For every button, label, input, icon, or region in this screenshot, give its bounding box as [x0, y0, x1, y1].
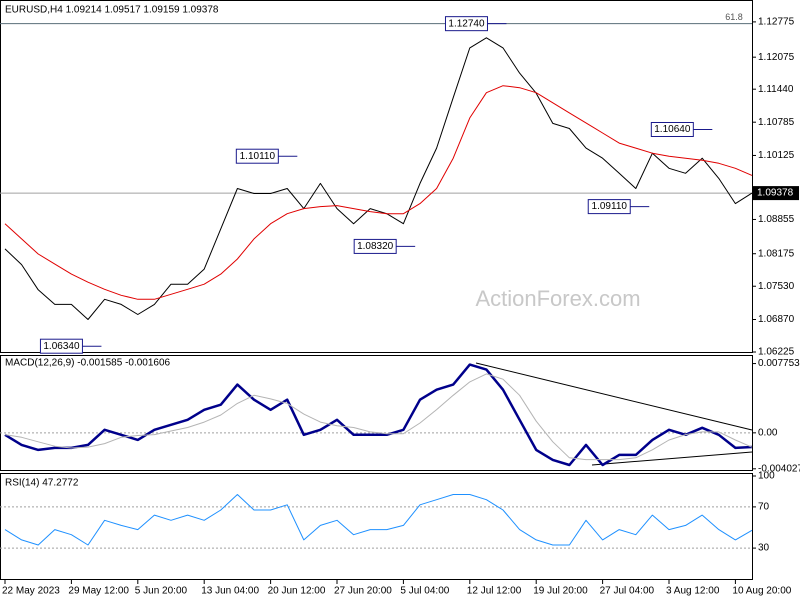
series-line [4, 363, 753, 467]
macd-trendline [475, 362, 753, 431]
panel-title: MACD(12,26,9) -0.001585 -0.001606 [5, 358, 171, 369]
annotation-box [353, 238, 397, 254]
x-tick-label: 3 Aug 12:00 [666, 586, 720, 597]
x-tick-label: 27 Jun 20:00 [334, 586, 392, 597]
x-tick-label: 29 May 12:00 [68, 586, 129, 597]
panel-title: RSI(14) 47.2772 [5, 478, 79, 489]
y-tick-label: 1.08175 [758, 248, 795, 259]
x-tick-label: 5 Jun 20:00 [135, 586, 188, 597]
y-tick-label: -0.004027 [758, 463, 800, 474]
y-tick-label: 100 [758, 471, 775, 482]
annotation-label: 1.10110 [240, 151, 276, 162]
x-tick-label: 20 Jun 12:00 [268, 586, 326, 597]
x-tick-label: 5 Jul 04:00 [400, 586, 449, 597]
y-tick-label: 0.00 [758, 427, 778, 438]
annotation-box [650, 121, 694, 137]
y-tick-label: 1.06870 [758, 314, 795, 325]
x-tick-label: 10 Aug 20:00 [732, 586, 791, 597]
series-line [4, 373, 753, 461]
series-line [4, 85, 753, 300]
fib-level-label: 61.8 [725, 12, 743, 22]
x-tick-label: 19 Jul 20:00 [533, 586, 588, 597]
y-tick-label: 1.10785 [758, 117, 795, 128]
macd-panel [0, 355, 753, 471]
y-tick-label: 1.12775 [758, 17, 795, 28]
current-price-box [753, 186, 799, 201]
x-tick-label: 12 Jul 12:00 [467, 586, 522, 597]
y-tick-label: 1.11440 [758, 84, 794, 95]
y-tick-label: 1.06225 [758, 347, 795, 358]
annotation-box [39, 338, 83, 354]
y-tick-label: 0.007753 [758, 358, 800, 369]
price-panel [0, 0, 753, 353]
x-tick-label: 13 Jun 04:00 [201, 586, 259, 597]
annotation-label: 1.10640 [654, 124, 691, 135]
annotation-label: 1.06340 [43, 341, 80, 352]
y-tick-label: 1.10125 [758, 150, 795, 161]
annotation-box [444, 16, 488, 32]
panel-title: EURUSD,H4 1.09214 1.09517 1.09159 1.0937… [5, 5, 219, 16]
annotation-label: 1.09110 [592, 201, 628, 212]
y-tick-label: 70 [758, 502, 770, 513]
current-price-label: 1.09378 [757, 188, 794, 199]
rsi-panel [0, 473, 753, 580]
watermark: ActionForex.com [475, 286, 640, 311]
x-tick-label: 22 May 2023 [2, 586, 60, 597]
y-tick-label: 1.07530 [758, 281, 795, 292]
annotation-box [587, 199, 631, 215]
series-line [4, 37, 753, 320]
annotation-label: 1.12740 [448, 18, 485, 29]
x-tick-label: 27 Jul 04:00 [600, 586, 655, 597]
y-tick-label: 1.12075 [758, 52, 795, 63]
macd-trendline [591, 451, 753, 466]
y-tick-label: 30 [758, 543, 770, 554]
annotation-box [235, 148, 279, 164]
series-line [4, 494, 753, 546]
annotation-label: 1.08320 [357, 241, 394, 252]
y-tick-label: 1.08855 [758, 214, 795, 225]
